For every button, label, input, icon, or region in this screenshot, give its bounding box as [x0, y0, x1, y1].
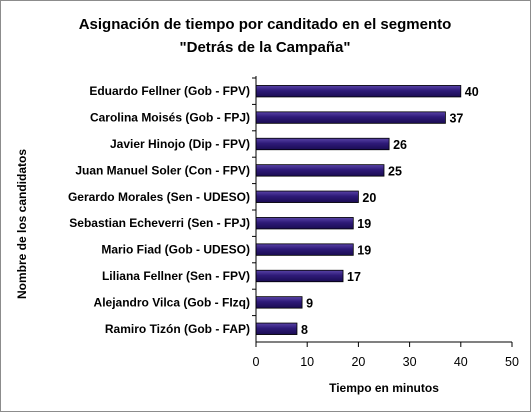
- value-label: 20: [362, 191, 376, 205]
- category-label: Ramiro Tizón (Gob - FAP): [105, 322, 250, 336]
- x-tick-label: 30: [403, 355, 417, 369]
- category-label: Eduardo Fellner (Gob - FPV): [89, 84, 250, 98]
- bar: [255, 111, 446, 124]
- category-label: Javier Hinojo (Dip - FPV): [110, 137, 250, 151]
- value-label: 19: [357, 217, 371, 231]
- y-axis-label: Nombre de los candidatos: [15, 149, 29, 299]
- bar: [255, 190, 359, 203]
- bar: [255, 137, 390, 151]
- bars-group: Eduardo Fellner (Gob - FPV) 40 Carolina Mo…: [68, 77, 479, 337]
- category-label: Alejandro Vilca (Gob - FIzq): [94, 295, 250, 309]
- category-label: Liliana Fellner (Sen - FPV): [102, 269, 250, 283]
- value-label: 19: [357, 244, 371, 258]
- chart-title: Asignación de tiempo por canditado en el…: [79, 16, 452, 33]
- value-label: 37: [449, 112, 463, 126]
- x-ticks-group: 0 10 20 30 40 50: [253, 342, 519, 369]
- category-label: Sebastian Echeverri (Sen - FPJ): [69, 216, 250, 230]
- category-label: Juan Manuel Soler (Con - FPV): [75, 163, 250, 177]
- x-tick-label: 10: [300, 355, 314, 369]
- bar: [255, 322, 298, 335]
- x-tick-label: 0: [253, 355, 260, 369]
- value-label: 9: [306, 296, 313, 310]
- bar: [255, 85, 462, 98]
- value-label: 17: [347, 270, 361, 284]
- chart-subtitle: "Detrás de la Campaña": [180, 39, 351, 56]
- value-label: 40: [465, 85, 479, 99]
- category-label: Gerardo Morales (Sen - UDESO): [68, 190, 250, 204]
- value-label: 25: [388, 164, 402, 178]
- category-label: Mario Fiad (Gob - UDESO): [101, 243, 250, 257]
- x-tick-label: 20: [351, 355, 365, 369]
- bar: [255, 296, 303, 309]
- bar: [255, 217, 354, 230]
- bar: [255, 243, 354, 256]
- x-tick-label: 50: [505, 355, 519, 369]
- value-label: 26: [393, 138, 407, 152]
- x-axis-label: Tiempo en minutos: [329, 381, 439, 395]
- x-tick-label: 40: [454, 355, 468, 369]
- bar: [255, 269, 344, 283]
- category-label: Carolina Moisés (Gob - FPJ): [90, 111, 250, 125]
- bar: [255, 164, 385, 177]
- value-label: 8: [301, 323, 308, 337]
